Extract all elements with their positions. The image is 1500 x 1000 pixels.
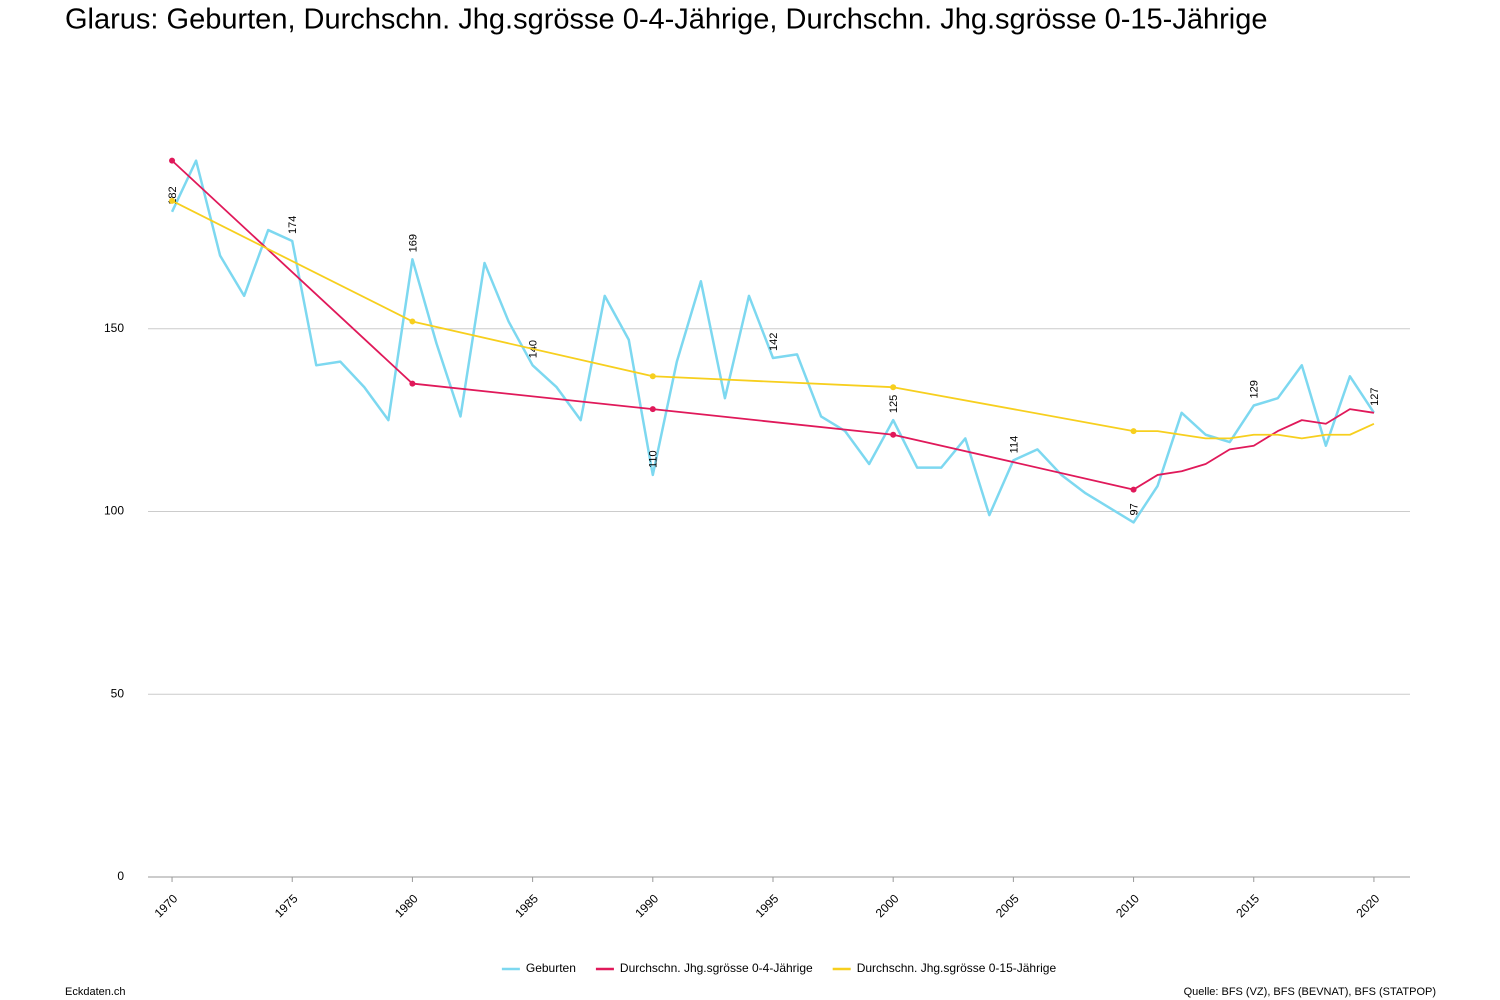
point-marker — [169, 157, 176, 164]
x-tick-label: 2010 — [1113, 891, 1142, 920]
x-tick-label: 1995 — [753, 891, 782, 920]
point-marker — [890, 431, 897, 438]
value-label: 127 — [1369, 387, 1381, 405]
legend-label: Durchschn. Jhg.sgrösse 0-4-Jährige — [620, 961, 813, 975]
y-tick-label: 150 — [104, 321, 124, 335]
series-line — [171, 200, 1375, 440]
value-label: 169 — [407, 234, 419, 252]
value-label: 97 — [1128, 503, 1140, 515]
value-label: 142 — [768, 333, 780, 351]
value-label: 174 — [287, 216, 299, 234]
x-tick-label: 1970 — [152, 891, 181, 920]
legend-label: Durchschn. Jhg.sgrösse 0-15-Jährige — [857, 961, 1057, 975]
point-marker — [1130, 486, 1137, 493]
chart-title: Glarus: Geburten, Durchschn. Jhg.sgrösse… — [65, 4, 1267, 36]
point-marker — [649, 406, 656, 413]
value-label: 110 — [648, 450, 660, 468]
point-marker — [409, 318, 416, 325]
x-tick-label: 2005 — [993, 891, 1022, 920]
point-marker — [169, 197, 176, 204]
series-line — [171, 159, 1375, 491]
source: Quelle: BFS (VZ), BFS (BEVNAT), BFS (STA… — [1184, 986, 1436, 998]
point-marker — [890, 384, 897, 391]
value-label: 125 — [888, 395, 900, 413]
site-name: Eckdaten.ch — [65, 986, 126, 998]
x-tick-label: 1990 — [632, 891, 661, 920]
legend-label: Geburten — [526, 961, 576, 975]
value-label: 114 — [1008, 436, 1020, 454]
point-marker — [649, 373, 656, 380]
x-tick-label: 2015 — [1233, 891, 1262, 920]
x-tick-label: 2000 — [873, 891, 902, 920]
y-tick-label: 0 — [117, 869, 124, 883]
x-tick-label: 1980 — [392, 891, 421, 920]
x-tick-label: 2020 — [1354, 891, 1383, 920]
y-tick-label: 100 — [104, 504, 124, 518]
y-tick-label: 50 — [111, 686, 125, 700]
value-label: 129 — [1249, 380, 1261, 398]
point-marker — [1130, 428, 1137, 435]
x-tick-label: 1985 — [512, 891, 541, 920]
x-tick-label: 1975 — [272, 891, 301, 920]
point-marker — [409, 380, 416, 387]
series-line — [170, 159, 1375, 524]
